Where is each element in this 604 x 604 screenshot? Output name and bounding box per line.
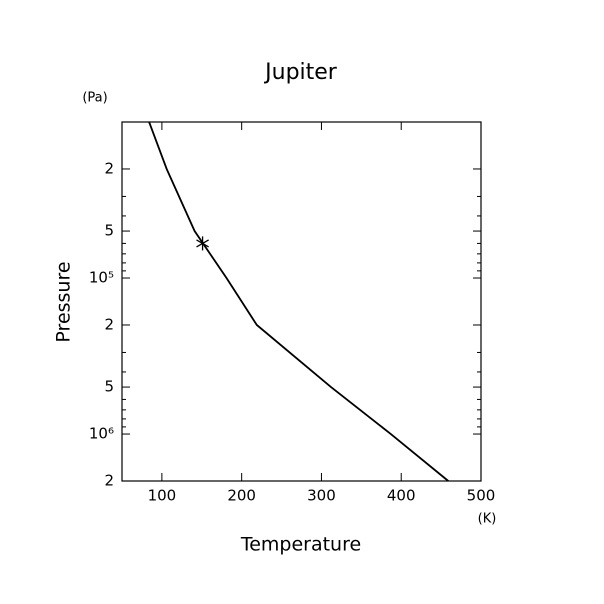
x-tick-label: 500: [467, 487, 496, 505]
x-axis-label: Temperature: [240, 534, 361, 556]
star-stroke: [196, 239, 209, 248]
x-tick-label: 200: [227, 487, 256, 505]
y-axis-label: Pressure: [53, 261, 75, 342]
y-tick-label: 5: [104, 378, 114, 396]
curve: [148, 121, 449, 482]
y-tick-label: 10⁶: [89, 425, 114, 443]
y-tick-label: 10⁵: [89, 269, 114, 287]
x-tick-label: 300: [307, 487, 336, 505]
chart-title: Jupiter: [263, 60, 338, 85]
y-tick-label: 2: [104, 159, 114, 177]
y-tick-label: 2: [104, 315, 114, 333]
plot-frame: [121, 121, 482, 482]
star-marker: [196, 236, 209, 251]
x-tick-label: 400: [387, 487, 416, 505]
y-unit: (Pa): [82, 91, 107, 106]
x-unit: (K): [478, 512, 497, 527]
y-tick-label: 5: [104, 222, 114, 240]
x-tick-label: 100: [148, 487, 177, 505]
y-tick-label: 2: [104, 472, 114, 490]
